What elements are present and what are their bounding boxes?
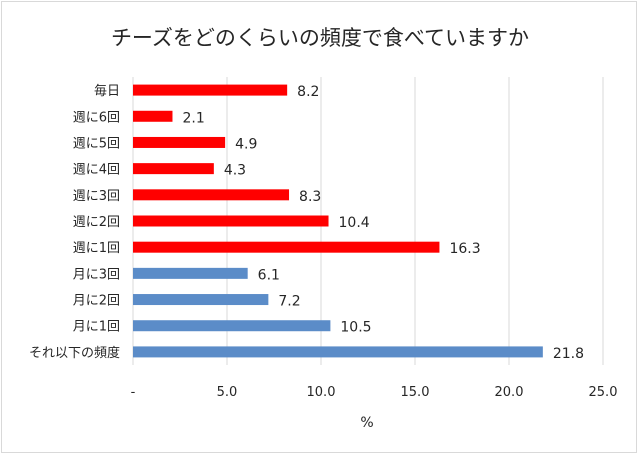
category-label: 週に1回 [73, 241, 120, 256]
bar [133, 267, 248, 279]
data-label: 16.3 [449, 241, 480, 257]
data-label: 6.1 [258, 267, 280, 283]
data-label: 8.2 [297, 84, 319, 100]
data-label: 10.5 [340, 320, 371, 336]
data-label: 10.4 [339, 215, 370, 231]
category-label: 月に3回 [73, 267, 120, 282]
data-label: 8.3 [299, 189, 321, 205]
category-label: 月に1回 [73, 320, 120, 335]
data-label: 7.2 [278, 294, 300, 310]
bar [133, 294, 269, 306]
data-label: 2.1 [182, 110, 204, 126]
x-tick-label: 5.0 [217, 385, 238, 400]
category-label: 週に2回 [73, 215, 120, 230]
x-axis-title: % [360, 415, 373, 431]
data-label: 4.9 [235, 136, 257, 152]
x-tick-label: - [131, 385, 136, 400]
category-label: 週に3回 [73, 189, 120, 204]
bar [133, 320, 331, 332]
x-tick-label: 20.0 [495, 385, 524, 400]
bar [133, 84, 288, 96]
bar [133, 110, 173, 122]
category-label: 週に4回 [73, 163, 120, 178]
bar [133, 241, 440, 253]
category-label: 毎日 [94, 83, 120, 99]
data-label: 4.3 [224, 163, 246, 179]
category-label: 週に6回 [73, 110, 120, 125]
data-label: 21.8 [553, 346, 584, 362]
category-label: それ以下の頻度 [29, 345, 120, 361]
bar [133, 163, 214, 175]
category-label: 週に5回 [73, 136, 120, 151]
x-tick-label: 15.0 [401, 385, 430, 400]
chart-title: チーズをどのくらいの頻度で食べていますか [110, 26, 530, 50]
x-tick-label: 25.0 [589, 385, 618, 400]
x-tick-label: 10.0 [307, 385, 336, 400]
bar [133, 346, 543, 358]
bar [133, 189, 290, 201]
bar [133, 215, 329, 227]
category-label: 月に2回 [73, 294, 120, 309]
bar [133, 136, 226, 148]
